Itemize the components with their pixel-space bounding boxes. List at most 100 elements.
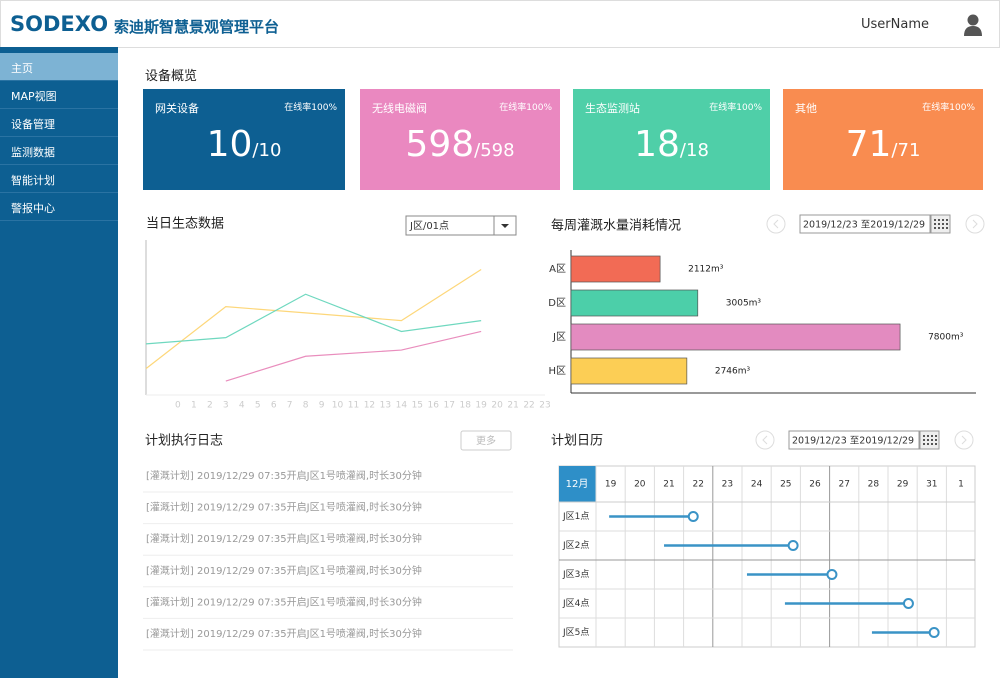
x-tick-label: 15 bbox=[412, 401, 423, 411]
menu-label[interactable]: 智能计划 bbox=[11, 174, 55, 187]
icon-dot bbox=[946, 227, 948, 229]
log-entry: [灌溉计划] 2019/12/29 07:35开启J区1号喷灌阀,时长30分钟 bbox=[146, 564, 422, 577]
sidebar bbox=[0, 47, 118, 678]
icon-dot bbox=[923, 443, 925, 445]
x-tick-label: 1 bbox=[191, 401, 197, 411]
card-total: /71 bbox=[891, 140, 921, 161]
x-tick-label: 5 bbox=[255, 401, 261, 411]
bar bbox=[570, 357, 688, 385]
log-entry: [灌溉计划] 2019/12/29 07:35开启J区1号喷灌阀,时长30分钟 bbox=[146, 501, 422, 514]
menu-label[interactable]: 主页 bbox=[11, 62, 33, 75]
log-entry: [灌溉计划] 2019/12/29 07:35开启J区1号喷灌阀,时长30分钟 bbox=[146, 627, 422, 640]
prev-arrow[interactable] bbox=[766, 214, 786, 234]
day-label: 28 bbox=[868, 480, 880, 490]
x-tick-label: 7 bbox=[287, 401, 293, 411]
x-tick-label: 20 bbox=[491, 401, 503, 411]
value-label: 2746m³ bbox=[715, 367, 751, 377]
more-button[interactable] bbox=[460, 430, 512, 451]
icon-dot bbox=[938, 223, 940, 225]
section-title: 计划日历 bbox=[551, 434, 603, 449]
day-label: 22 bbox=[692, 480, 703, 490]
section-title: 计划执行日志 bbox=[145, 434, 223, 449]
date-range[interactable]: 2019/12/23 至2019/12/29 bbox=[803, 220, 925, 231]
menu-item[interactable] bbox=[0, 81, 118, 109]
prev-arrow[interactable] bbox=[755, 430, 775, 450]
icon-dot bbox=[927, 435, 929, 437]
x-tick-label: 11 bbox=[348, 401, 359, 411]
day-label: 29 bbox=[897, 480, 909, 490]
user-avatar bbox=[964, 14, 982, 36]
menu-item[interactable] bbox=[0, 193, 118, 221]
icon-dot bbox=[935, 443, 937, 445]
y-tick-label: J区 bbox=[552, 331, 566, 343]
menu-label[interactable]: 设备管理 bbox=[11, 118, 55, 131]
line-series bbox=[145, 268, 482, 370]
x-tick-label: 2 bbox=[207, 401, 213, 411]
x-tick-label: 3 bbox=[223, 401, 229, 411]
section-title: 设备概览 bbox=[145, 69, 198, 84]
row-label: J区4点 bbox=[562, 598, 589, 609]
card-rate: 在线率100% bbox=[709, 103, 762, 113]
menu-item[interactable] bbox=[0, 53, 118, 81]
menu-label[interactable]: 监测数据 bbox=[11, 146, 55, 159]
card-value-wrap: 598/598 bbox=[360, 124, 560, 165]
selector-box[interactable] bbox=[405, 215, 517, 236]
card-value-wrap: 10/10 bbox=[143, 124, 345, 165]
prev-glyph bbox=[762, 435, 768, 445]
icon-dot bbox=[934, 227, 936, 229]
menu-label[interactable]: MAP视图 bbox=[11, 90, 57, 103]
x-tick-label: 23 bbox=[539, 401, 550, 411]
icon-dot bbox=[923, 435, 925, 437]
icon-dot bbox=[942, 219, 944, 221]
card bbox=[783, 89, 983, 190]
bar bbox=[570, 255, 661, 283]
value-label: 2112m³ bbox=[688, 265, 724, 275]
next-arrow[interactable] bbox=[965, 214, 985, 234]
x-tick-label: 8 bbox=[303, 401, 309, 411]
day-label: 25 bbox=[780, 480, 791, 490]
menu-item[interactable] bbox=[0, 137, 118, 165]
icon-dot bbox=[934, 223, 936, 225]
menu-item[interactable] bbox=[0, 165, 118, 193]
log-entry: [灌溉计划] 2019/12/29 07:35开启J区1号喷灌阀,时长30分钟 bbox=[146, 595, 422, 608]
x-tick-label: 12 bbox=[364, 401, 375, 411]
x-tick-label: 4 bbox=[239, 401, 245, 411]
user-icon[interactable] bbox=[964, 14, 982, 36]
card-total: /10 bbox=[252, 140, 282, 161]
more-label[interactable]: 更多 bbox=[476, 434, 496, 447]
selector-label[interactable]: J区/01点 bbox=[409, 220, 449, 232]
gantt-end bbox=[826, 569, 838, 580]
month-cell bbox=[559, 466, 596, 502]
day-label: 26 bbox=[809, 480, 821, 490]
y-tick-label: A区 bbox=[549, 263, 566, 275]
icon-dot bbox=[927, 439, 929, 441]
icon-dot bbox=[938, 219, 940, 221]
card-name: 其他 bbox=[795, 102, 817, 115]
card-online: 10 bbox=[206, 124, 253, 165]
icon-dot bbox=[946, 223, 948, 225]
user-name[interactable]: UserName bbox=[861, 17, 929, 32]
next-arrow[interactable] bbox=[954, 430, 974, 450]
date-box[interactable] bbox=[788, 430, 920, 450]
date-box[interactable] bbox=[799, 214, 931, 234]
icon-dot bbox=[935, 439, 937, 441]
x-tick-label: 18 bbox=[459, 401, 471, 411]
day-label: 24 bbox=[751, 480, 763, 490]
icon-dot bbox=[938, 227, 940, 229]
card-name: 无线电磁阀 bbox=[372, 102, 427, 115]
menu-label[interactable]: 警报中心 bbox=[11, 202, 55, 215]
gantt-end bbox=[687, 511, 699, 522]
x-tick-label: 16 bbox=[428, 401, 440, 411]
logo: SODEXO bbox=[10, 12, 109, 36]
menu-item[interactable] bbox=[0, 109, 118, 137]
day-label: 1 bbox=[958, 480, 964, 490]
icon-dot bbox=[931, 443, 933, 445]
x-tick-label: 22 bbox=[523, 401, 534, 411]
card-name: 网关设备 bbox=[155, 102, 199, 115]
card-rate: 在线率100% bbox=[284, 103, 337, 113]
gantt-end bbox=[902, 598, 914, 609]
bar bbox=[570, 289, 699, 317]
card-total: /18 bbox=[679, 140, 709, 161]
date-range[interactable]: 2019/12/23 至2019/12/29 bbox=[792, 436, 914, 447]
